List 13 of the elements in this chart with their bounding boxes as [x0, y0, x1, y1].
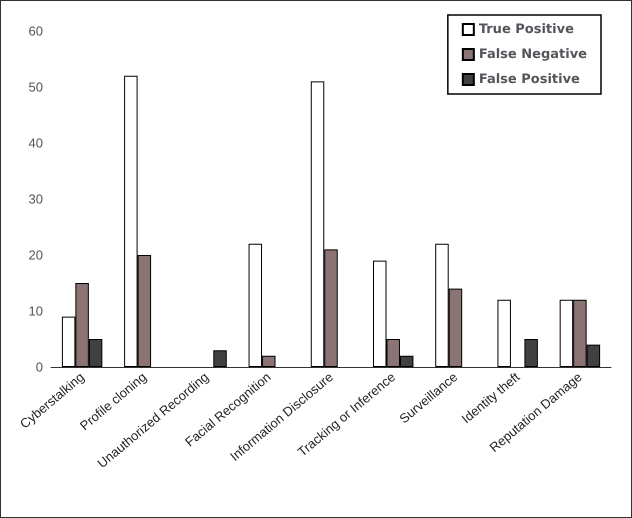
y-tick-label: 50 [28, 80, 43, 94]
bar [497, 300, 511, 367]
bar [524, 339, 538, 367]
y-tick-label: 20 [28, 248, 43, 262]
y-tick-label: 0 [36, 360, 43, 374]
y-tick-label: 40 [28, 136, 43, 150]
legend-label: True Positive [478, 22, 574, 37]
legend-label: False Positive [478, 72, 580, 87]
y-tick-label: 10 [28, 304, 43, 318]
legend-label: False Negative [478, 47, 588, 62]
bar [213, 350, 227, 367]
y-tick-label: 30 [28, 192, 43, 206]
y-tick-label: 60 [28, 24, 43, 38]
